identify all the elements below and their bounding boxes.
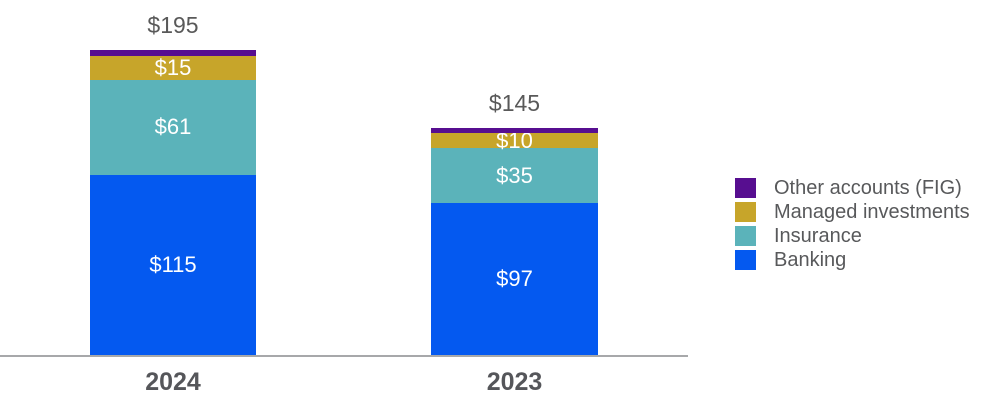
segment-managed-investments-2023: $10 [431,127,598,153]
total-label-2024: $195 [147,11,199,38]
segment-insurance-2023: $35 [431,148,598,204]
segment-other-accounts-fig-2023 [431,127,598,133]
x-axis-line [0,355,688,357]
legend: Other accounts (FIG) Managed investments I… [735,176,970,271]
segment-banking-2024: $115 [90,175,256,355]
segment-other-accounts-fig-2024 [90,49,256,57]
legend-item-insurance: Insurance [735,224,970,247]
legend-swatch-banking [735,250,756,270]
legend-item-managed-investments: Managed investments [735,200,970,223]
legend-item-label: Managed investments [774,200,970,223]
legend-item-banking: Banking [735,248,970,271]
legend-item-label: Other accounts (FIG) [774,176,962,199]
category-label-2024: 2024 [145,368,201,396]
legend-item-label: Banking [774,248,847,271]
legend-item-label: Insurance [774,224,862,247]
segment-value-label: $61 [154,114,192,140]
legend-swatch-other-accounts-fig [735,178,756,198]
segment-value-label: $10 [496,127,533,153]
bar-2024: $115 $61 $15 [90,49,256,355]
segment-value-label: $97 [496,266,533,292]
legend-swatch-managed-investments [735,202,756,222]
segment-insurance-2024: $61 [90,79,256,176]
segment-value-label: $115 [149,252,197,278]
segment-value-label: $15 [154,54,192,80]
segment-value-label: $35 [496,162,533,188]
segment-banking-2023: $97 [431,203,598,355]
bar-2023: $97 $35 $10 [431,127,598,355]
category-label-2023: 2023 [486,368,543,396]
total-label-2023: $145 [488,89,541,116]
legend-swatch-insurance [735,226,756,246]
legend-item-other-accounts-fig: Other accounts (FIG) [735,176,970,199]
segment-managed-investments-2024: $15 [90,54,256,80]
